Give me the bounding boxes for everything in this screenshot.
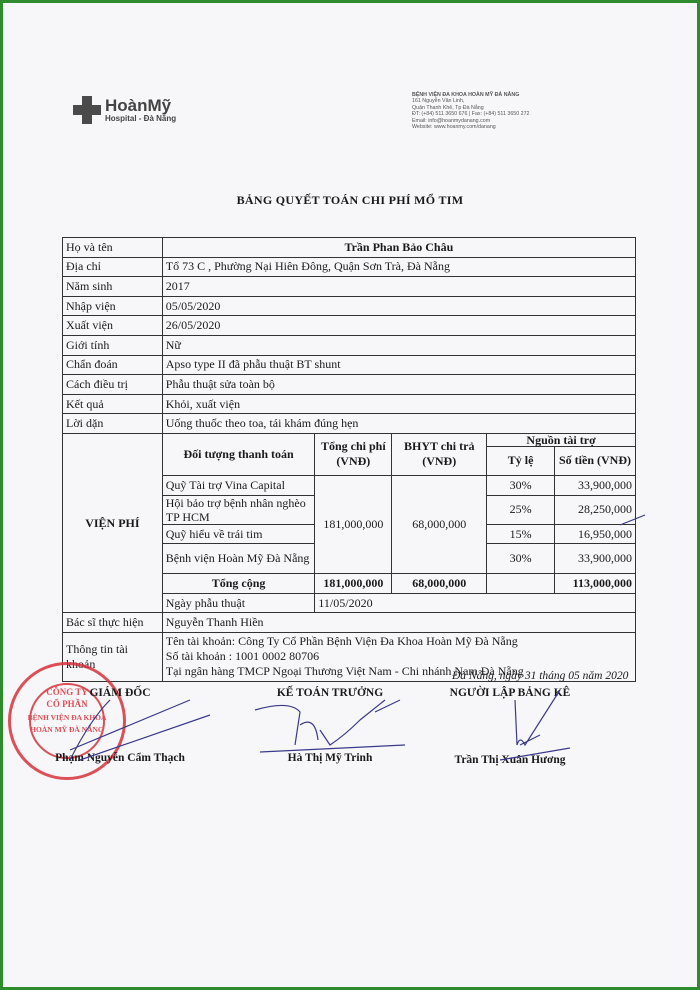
signature-preparer-mark xyxy=(499,689,571,761)
settlement-table: Họ và tên Trần Phan Bảo Châu Địa chỉ Tổ 73… xyxy=(62,237,637,682)
row-label: Ngày phẫu thuật xyxy=(161,592,316,614)
header-total: Tổng chi phí (VNĐ) xyxy=(314,432,393,476)
amount: 33,900,000 xyxy=(554,474,636,496)
signature-role: GIÁM ĐỐC xyxy=(89,687,151,699)
table-row: Giới tính Nữ xyxy=(62,334,637,356)
logo-subtitle: Hospital - Đà Nẵng xyxy=(105,114,177,123)
signature-role: NGƯỜI LẬP BẢNG KÊ xyxy=(449,687,571,699)
cross-icon xyxy=(73,96,101,124)
row-label: Lời dặn xyxy=(62,413,163,434)
account-name: Tên tài khoản: Công Ty Cổ Phần Bệnh Viện… xyxy=(165,634,518,649)
hospital-address: BỆNH VIỆN ĐA KHOA HOÀN MỸ ĐÀ NẴNG 161 Ng… xyxy=(412,92,530,130)
signature-name: Phạm Nguyễn Cẩm Thạch xyxy=(55,752,185,764)
payer: Bệnh viện Hoàn Mỹ Đà Nẵng xyxy=(161,543,316,575)
row-value: Phẫu thuật sửa toàn bộ xyxy=(161,374,637,395)
account-number: Số tài khoản : 1001 0002 80706 xyxy=(165,649,320,664)
stamp-text: CÔNG TY xyxy=(46,687,88,697)
signature-director: GIÁM ĐỐC Phạm Nguyễn Cẩm Thạch xyxy=(40,687,200,764)
table-row: Họ và tên Trần Phan Bảo Châu xyxy=(62,237,637,258)
address-line: 161 Nguyễn Văn Linh, xyxy=(412,98,465,105)
signature-preparer: NGƯỜI LẬP BẢNG KÊ Trần Thị Xuân Hương xyxy=(430,687,590,766)
signature-accountant: KẾ TOÁN TRƯỞNG Hà Thị Mỹ Trinh xyxy=(255,687,405,764)
sum-bhyt: 68,000,000 xyxy=(391,573,488,594)
table-row: Bác sĩ thực hiện Nguyễn Thanh Hiền xyxy=(62,612,637,633)
account-bank: Tại ngân hàng TMCP Ngoại Thương Việt Nam… xyxy=(165,664,524,679)
document-title: BẢNG QUYẾT TOÁN CHI PHÍ MỔ TIM xyxy=(236,193,464,207)
rate: 25% xyxy=(486,494,555,525)
row-label: Giới tính xyxy=(62,334,163,356)
table-row: Địa chỉ Tổ 73 C , Phường Nại Hiên Đông, Q… xyxy=(62,256,637,278)
signature-director-mark xyxy=(69,699,211,761)
table-row: Lời dặn Uống thuốc theo toa, tái khám đún… xyxy=(62,413,637,434)
row-value: Nguyễn Thanh Hiền xyxy=(161,612,637,633)
signature-name: Trần Thị Xuân Hương xyxy=(454,754,566,766)
place-date: Đà Nẵng, ngày 31 tháng 05 năm 2020 xyxy=(452,670,629,682)
amount: 33,900,000 xyxy=(554,543,636,575)
stamp-text: HOÀN MỸ ĐÀ NẴNG xyxy=(30,725,104,734)
signature-name: Hà Thị Mỹ Trinh xyxy=(287,752,373,764)
pen-mark xyxy=(619,514,646,526)
stamp-text: CỔ PHẦN xyxy=(46,699,88,709)
hospital-logo: HoànMỹ Hospital - Đà Nẵng xyxy=(73,96,176,124)
row-value: Khỏi, xuất viện xyxy=(161,393,637,415)
fee-row: Quỹ Tài trợ Vina Capital 181,000,000 68,00… xyxy=(63,474,636,575)
payer: Hội bảo trợ bệnh nhân nghèo TP HCM xyxy=(161,494,316,525)
fees-label: VIỆN PHÍ xyxy=(62,432,163,614)
table-row: Cách điều trị Phẫu thuật sửa toàn bộ xyxy=(62,374,637,395)
fee-row: Hội bảo trợ bệnh nhân nghèo TP HCM 25% 28,… xyxy=(63,494,636,525)
row-label: Địa chỉ xyxy=(62,256,163,278)
address-line: Website: www.hoanmy.com/danang xyxy=(412,124,496,131)
header-payer: Đối tượng thanh toán xyxy=(161,432,316,476)
company-stamp: CÔNG TY CỔ PHẦN BỆNH VIỆN ĐA KHOA HOÀN M… xyxy=(8,662,126,780)
table-row: Nhập viện 05/05/2020 xyxy=(62,295,637,317)
row-value: Apso type II đã phẫu thuật BT shunt xyxy=(161,354,637,376)
total-row: Tổng cộng 181,000,000 68,000,000 113,000,00… xyxy=(63,573,636,594)
amount: 28,250,000 xyxy=(554,494,636,525)
row-label: Cách điều trị xyxy=(62,374,163,395)
header-rate: Tỷ lệ xyxy=(486,445,555,476)
fee-row: Bệnh viện Hoàn Mỹ Đà Nẵng 30% 33,900,000 xyxy=(63,543,636,575)
address-line: Email: info@hoanmydanang.com xyxy=(412,117,491,124)
logo-name: HoànMỹ xyxy=(105,96,172,115)
table-row: Kết quả Khỏi, xuất viện xyxy=(62,393,637,415)
signature-accountant-mark xyxy=(254,699,406,753)
stamp-text: BỆNH VIỆN ĐA KHOA xyxy=(27,713,107,722)
bhyt-paid: 68,000,000 xyxy=(391,474,488,575)
header-amount: Số tiền (VNĐ) xyxy=(554,445,636,476)
address-line: ĐT: (+84) 511 3650 676 | Fax: (+84) 511 … xyxy=(412,111,530,118)
signature-role: KẾ TOÁN TRƯỞNG xyxy=(276,687,384,699)
address-line: BỆNH VIỆN ĐA KHOA HOÀN MỸ ĐÀ NẴNG xyxy=(412,92,520,98)
address-line: Quận Thanh Khê, Tp Đà Nẵng xyxy=(412,104,484,111)
table-row: Chẩn đoán Apso type II đã phẫu thuật BT s… xyxy=(62,354,637,376)
total-cost: 181,000,000 xyxy=(314,474,393,575)
table-row: Thông tin tài khoản Tên tài khoản: Công … xyxy=(62,631,637,682)
